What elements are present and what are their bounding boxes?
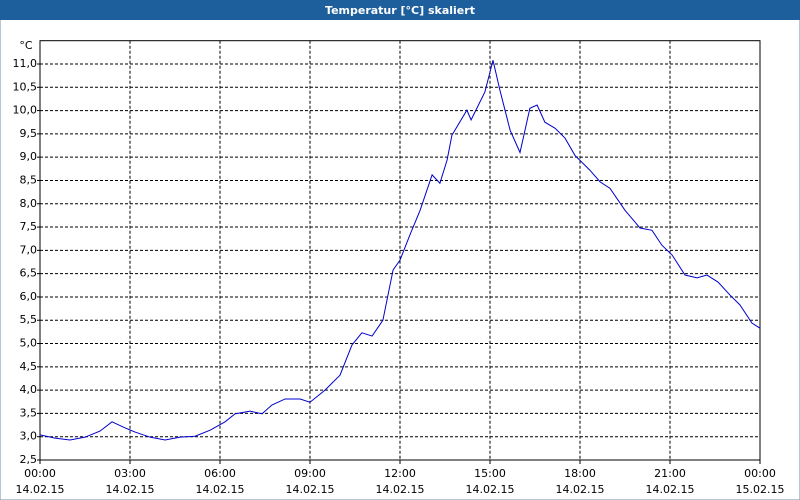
y-unit-label: °C: [19, 39, 33, 52]
y-tick-label: 4,0: [20, 383, 38, 396]
x-tick-date: 15.02.15: [736, 483, 785, 496]
x-tick-label: 00:00: [24, 467, 56, 480]
x-tick-label: 12:00: [384, 467, 416, 480]
x-tick-label: 03:00: [114, 467, 146, 480]
y-tick-label: 7,0: [20, 243, 38, 256]
y-tick-label: 8,0: [20, 197, 38, 210]
x-tick-date: 14.02.15: [286, 483, 335, 496]
y-tick-label: 5,0: [20, 337, 38, 350]
y-tick-label: 4,5: [20, 360, 38, 373]
x-tick-label: 00:00: [744, 467, 776, 480]
x-tick-label: 09:00: [294, 467, 326, 480]
y-tick-label: 6,5: [20, 267, 38, 280]
y-tick-label: 6,0: [20, 290, 38, 303]
y-tick-label: 10,0: [13, 104, 38, 117]
temperature-line: [39, 60, 761, 441]
title-bar: [0, 0, 800, 20]
y-tick-label: 8,5: [20, 173, 38, 186]
x-tick-date: 14.02.15: [196, 483, 245, 496]
y-tick-label: 10,5: [13, 80, 38, 93]
x-tick-date: 14.02.15: [556, 483, 605, 496]
y-tick-label: 9,5: [20, 127, 38, 140]
x-tick-date: 14.02.15: [106, 483, 155, 496]
x-tick-date: 14.02.15: [376, 483, 425, 496]
y-tick-label: 5,5: [20, 313, 38, 326]
y-tick-label: 3,5: [20, 406, 38, 419]
y-tick-label: 7,5: [20, 220, 38, 233]
y-tick-label: 2,5: [20, 453, 38, 466]
y-tick-label: 3,0: [20, 430, 38, 443]
y-tick-label: 9,0: [20, 150, 38, 163]
chart-title: Temperatur [°C] skaliert: [325, 4, 475, 17]
x-tick-label: 06:00: [204, 467, 236, 480]
x-tick-label: 21:00: [654, 467, 686, 480]
x-tick-date: 14.02.15: [16, 483, 65, 496]
x-tick-date: 14.02.15: [466, 483, 515, 496]
x-tick-label: 15:00: [474, 467, 506, 480]
x-tick-label: 18:00: [564, 467, 596, 480]
x-tick-date: 14.02.15: [646, 483, 695, 496]
y-tick-label: 11,0: [13, 57, 38, 70]
